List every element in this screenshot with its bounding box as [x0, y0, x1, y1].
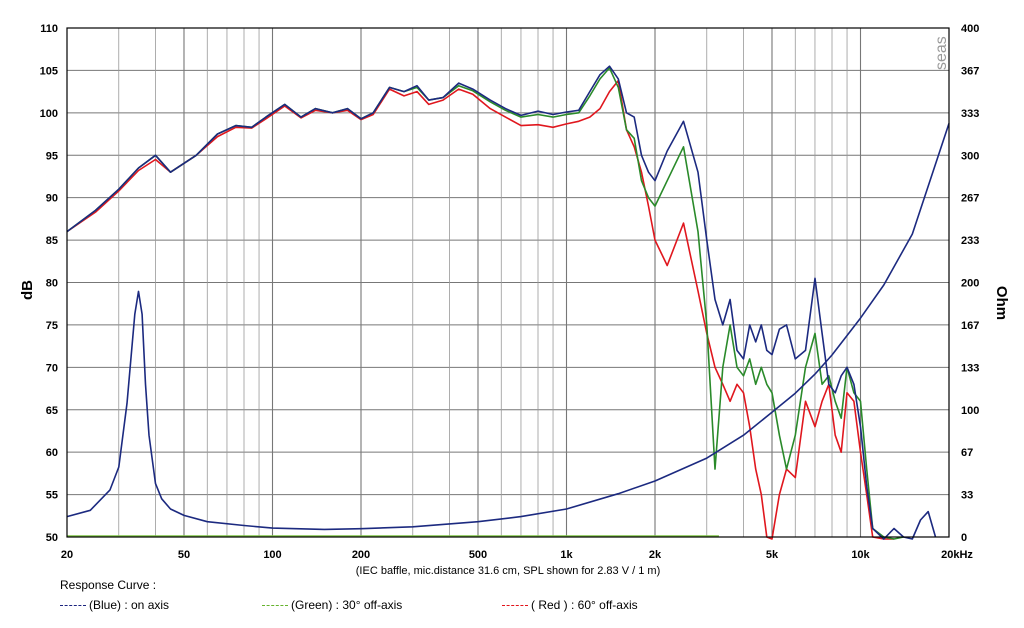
legend: Response Curve : (Blue) : on axis (Green…	[60, 578, 960, 626]
x-tick-label: 5k	[766, 549, 779, 561]
y-tick-label: 85	[46, 235, 58, 247]
frequency-response-chart: 50 55 60 65 70 75 80 85 90 95 100 105 110 0 33 67 100 133…	[19, 23, 1010, 577]
legend-label-green: (Green) : 30° off-axis	[291, 598, 403, 612]
y2-tick-label: 333	[961, 108, 979, 120]
y2-axis-label: Ohm	[993, 286, 1010, 320]
y-tick-label: 70	[46, 362, 58, 374]
legend-item-green: (Green) : 30° off-axis	[262, 598, 402, 612]
y-tick-label: 90	[46, 193, 58, 205]
plot-frame	[66, 27, 950, 538]
y-tick-label: 95	[46, 150, 58, 162]
legend-item-red: ( Red ) : 60° off-axis	[502, 598, 638, 612]
x-tick-label: 500	[469, 549, 487, 561]
y2-tick-label: 133	[961, 362, 979, 374]
legend-label-red: ( Red ) : 60° off-axis	[531, 598, 638, 612]
y2-tick-label: 267	[961, 193, 979, 205]
y-tick-label: 75	[46, 320, 58, 332]
watermark: seas	[933, 36, 950, 70]
x-tick-label: 2k	[649, 549, 662, 561]
y-tick-label: 110	[40, 23, 58, 35]
y2-tick-label: 67	[961, 447, 973, 459]
y2-tick-label: 367	[961, 65, 979, 77]
y2-tick-label: 400	[961, 23, 979, 35]
measurement-note: (IEC baffle, mic.distance 31.6 cm, SPL s…	[356, 565, 660, 577]
y-tick-label: 50	[46, 532, 58, 544]
y2-tick-label: 200	[961, 278, 979, 290]
y-tick-label: 105	[40, 65, 58, 77]
legend-swatch-red	[502, 604, 528, 606]
x-tick-label: 20kHz	[941, 549, 973, 561]
y-tick-label: 100	[40, 108, 58, 120]
curves	[66, 65, 950, 540]
x-tick-label: 100	[263, 549, 281, 561]
y-tick-label: 80	[46, 278, 58, 290]
x-tick-label: 10k	[851, 549, 870, 561]
y2-tick-label: 233	[961, 235, 979, 247]
y2-tick-label: 167	[961, 320, 979, 332]
curve-blue-on-axis	[66, 65, 937, 540]
legend-heading: Response Curve :	[60, 578, 157, 592]
y-tick-label: 55	[46, 490, 58, 502]
x-tick-label: 200	[352, 549, 370, 561]
y2-tick-label: 33	[961, 490, 973, 502]
legend-swatch-green	[262, 604, 288, 606]
curve-impedance	[66, 123, 950, 531]
legend-label-blue: (Blue) : on axis	[89, 598, 170, 612]
x-tick-label: 1k	[560, 549, 573, 561]
y2-tick-label: 100	[961, 405, 979, 417]
grid-major	[67, 28, 949, 537]
x-tick-label: 50	[178, 549, 190, 561]
y-tick-label: 60	[46, 447, 58, 459]
tick-labels: 50 55 60 65 70 75 80 85 90 95 100 105 110 0 33 67 100 133…	[40, 23, 980, 561]
legend-item-blue: (Blue) : on axis	[60, 598, 169, 612]
y-tick-label: 65	[46, 405, 58, 417]
y2-tick-label: 300	[961, 150, 979, 162]
y2-tick-label: 0	[961, 532, 967, 544]
x-tick-label: 20	[61, 549, 73, 561]
grid-minor	[118, 28, 848, 537]
legend-swatch-blue	[60, 604, 86, 606]
y-axis-label: dB	[19, 280, 36, 300]
